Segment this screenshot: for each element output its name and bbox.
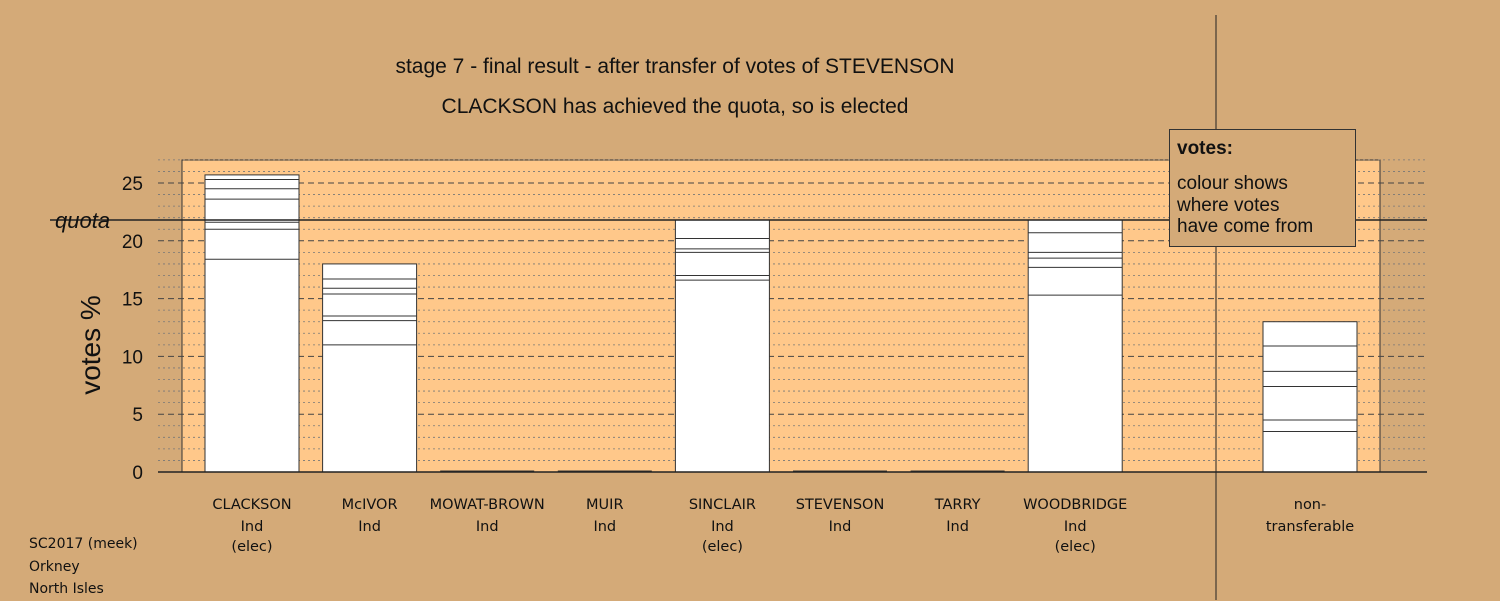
candidate-name: MOWAT-BROWN xyxy=(430,497,545,513)
candidate-status: (elec) xyxy=(1055,539,1096,555)
bar xyxy=(204,174,300,473)
y-tick-label: 20 xyxy=(122,232,143,253)
category-labels: CLACKSON Ind (elec) McIVOR Ind MOWAT-BROWN Ind… xyxy=(212,497,1354,555)
y-axis-label: votes % xyxy=(75,295,106,395)
candidate-name: STEVENSON xyxy=(796,497,885,513)
bar xyxy=(674,219,770,473)
candidate-party: Ind xyxy=(829,519,852,535)
candidate-party: Ind xyxy=(593,519,616,535)
y-tick-label: 10 xyxy=(122,347,143,368)
legend-title: votes: xyxy=(1177,138,1233,159)
chart-title: stage 7 - final result - after transfer … xyxy=(395,55,954,78)
candidate-name: CLACKSON xyxy=(212,497,291,513)
candidate-name: SINCLAIR xyxy=(689,497,756,513)
bars xyxy=(204,174,1358,473)
bar xyxy=(1027,219,1123,473)
legend-line: have come from xyxy=(1177,216,1314,237)
candidate-party: Ind xyxy=(946,519,969,535)
y-tick-label: 25 xyxy=(122,174,143,195)
candidate-status: (elec) xyxy=(702,539,743,555)
quota-label: quota xyxy=(55,208,110,233)
candidate-name: TARRY xyxy=(934,497,981,513)
axes: 0 5 10 15 20 25 xyxy=(50,15,1427,600)
footer: SC2017 (meek) Orkney North Isles xyxy=(29,533,138,601)
candidate-party: Ind xyxy=(1064,519,1087,535)
legend: votes: colour shows where votes have com… xyxy=(1169,129,1356,247)
candidate-name: McIVOR xyxy=(342,497,398,513)
legend-line: colour shows xyxy=(1177,173,1288,194)
y-tick-label: 5 xyxy=(132,405,143,426)
legend-line: where votes xyxy=(1177,194,1280,216)
nontransferable-label: transferable xyxy=(1266,519,1354,535)
y-tick-label: 0 xyxy=(132,463,143,484)
nontransferable-label: non- xyxy=(1294,497,1326,513)
chart-subtitle: CLACKSON has achieved the quota, so is e… xyxy=(442,95,909,118)
candidate-party: Ind xyxy=(476,519,499,535)
candidate-party: Ind xyxy=(241,519,264,535)
candidate-status: (elec) xyxy=(231,539,272,555)
footer-line: North Isles xyxy=(29,581,104,597)
candidate-party: Ind xyxy=(358,519,381,535)
y-tick-label: 15 xyxy=(122,290,143,311)
candidate-name: WOODBRIDGE xyxy=(1023,497,1127,513)
nontransferable-bar xyxy=(1262,321,1358,473)
footer-line: Orkney xyxy=(29,558,80,575)
bar xyxy=(322,263,418,473)
footer-line: SC2017 (meek) xyxy=(29,536,138,552)
candidate-party: Ind xyxy=(711,519,734,535)
candidate-name: MUIR xyxy=(586,497,623,513)
